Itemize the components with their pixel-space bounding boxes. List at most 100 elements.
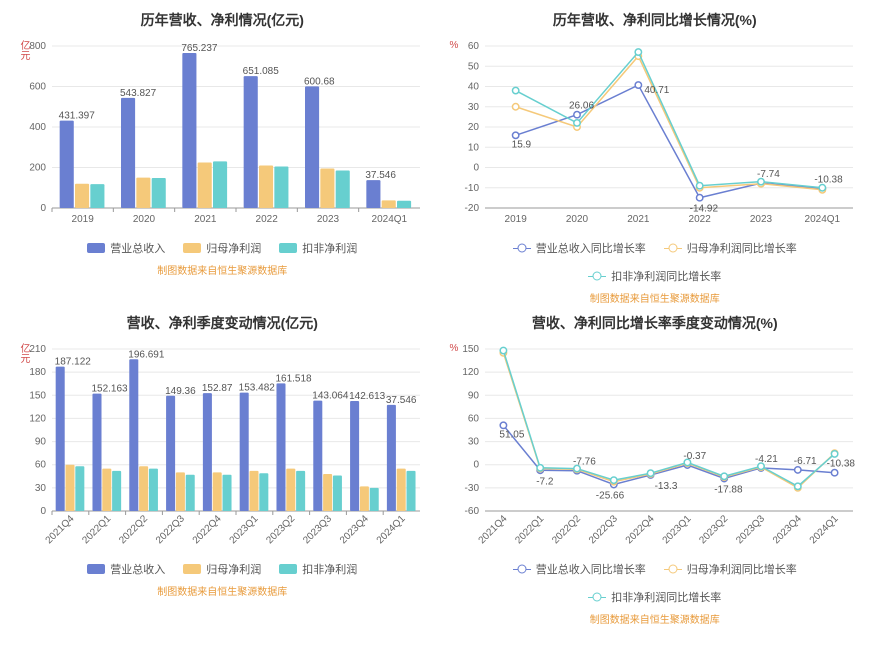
- svg-text:600: 600: [29, 82, 46, 93]
- svg-text:60: 60: [35, 460, 47, 471]
- legend-swatch: [279, 564, 297, 574]
- svg-text:150: 150: [462, 344, 479, 355]
- svg-text:2022: 2022: [256, 214, 279, 225]
- panel-title: 营收、净利季度变动情况(亿元): [10, 313, 435, 333]
- svg-text:2023Q3: 2023Q3: [301, 513, 334, 546]
- svg-text:142.613: 142.613: [349, 391, 386, 402]
- svg-text:15.9: 15.9: [511, 139, 531, 150]
- legend: 营业总收入同比增长率 归母净利润同比增长率扣非净利润同比增长率: [443, 561, 868, 605]
- legend-swatch: [664, 248, 682, 249]
- svg-text:150: 150: [29, 390, 46, 401]
- svg-text:40.71: 40.71: [644, 85, 669, 96]
- svg-text:2021Q4: 2021Q4: [44, 513, 77, 546]
- svg-text:2024Q1: 2024Q1: [375, 513, 408, 546]
- legend-swatch: [513, 248, 531, 249]
- footer-note: 制图数据来自恒生聚源数据库: [10, 262, 435, 277]
- svg-text:2022Q3: 2022Q3: [154, 513, 187, 546]
- svg-text:431.397: 431.397: [59, 111, 96, 122]
- svg-text:400: 400: [29, 122, 46, 133]
- panel-quarter-growth: 营收、净利同比增长率季度变动情况(%) % -60-30030609012015…: [443, 313, 868, 626]
- svg-text:2023: 2023: [317, 214, 340, 225]
- line-chart-quarter-growth: -60-30030609012015051.05-7.2-7.76-25.66-…: [443, 339, 863, 557]
- svg-text:0: 0: [473, 460, 479, 471]
- svg-text:-25.66: -25.66: [595, 491, 624, 502]
- svg-text:2022Q3: 2022Q3: [586, 513, 619, 546]
- legend-label: 营业总收入同比增长率: [536, 240, 646, 256]
- legend: 营业总收入 归母净利润 扣非净利润: [10, 240, 435, 256]
- svg-text:187.122: 187.122: [55, 357, 92, 368]
- svg-text:2024Q1: 2024Q1: [807, 513, 840, 546]
- svg-text:-17.88: -17.88: [714, 485, 743, 496]
- svg-text:51.05: 51.05: [499, 429, 524, 440]
- svg-text:765.237: 765.237: [181, 43, 218, 54]
- chart-wrap: % -20-10010203040506015.926.0640.71-14.9…: [443, 36, 868, 236]
- svg-text:0: 0: [40, 203, 46, 214]
- legend-item: 扣非净利润同比增长率: [588, 589, 721, 605]
- svg-text:90: 90: [35, 437, 47, 448]
- svg-text:37.546: 37.546: [365, 170, 396, 181]
- svg-text:2019: 2019: [504, 214, 527, 225]
- legend-label: 归母净利润: [206, 561, 261, 577]
- svg-text:2023Q1: 2023Q1: [660, 513, 693, 546]
- svg-text:2019: 2019: [72, 214, 95, 225]
- svg-text:37.546: 37.546: [386, 395, 417, 406]
- legend-swatch: [513, 569, 531, 570]
- svg-text:2023Q2: 2023Q2: [264, 513, 297, 546]
- legend-item: 归母净利润同比增长率: [664, 561, 797, 577]
- svg-text:0: 0: [40, 506, 46, 517]
- svg-text:2023Q1: 2023Q1: [228, 513, 261, 546]
- legend: 营业总收入 归母净利润 扣非净利润: [10, 561, 435, 577]
- legend-swatch: [664, 569, 682, 570]
- chart-wrap: % -60-30030609012015051.05-7.2-7.76-25.6…: [443, 339, 868, 557]
- legend-swatch: [183, 564, 201, 574]
- legend: 营业总收入同比增长率归母净利润同比增长率扣非净利润同比增长率: [443, 240, 868, 284]
- legend-label: 营业总收入: [110, 561, 165, 577]
- svg-text:26.06: 26.06: [569, 101, 594, 112]
- svg-text:-60: -60: [464, 506, 479, 517]
- svg-text:2023: 2023: [749, 214, 772, 225]
- svg-text:10: 10: [467, 142, 479, 153]
- legend-item: 扣非净利润: [279, 240, 357, 256]
- legend-swatch: [87, 243, 105, 253]
- y-unit-label: %: [449, 40, 460, 51]
- svg-text:2022Q2: 2022Q2: [550, 513, 583, 546]
- svg-text:-13.3: -13.3: [654, 481, 677, 492]
- legend-label: 扣非净利润: [302, 561, 357, 577]
- panel-quarter-revenue-net: 营收、净利季度变动情况(亿元) 亿元 030609012015018021018…: [10, 313, 435, 626]
- svg-text:800: 800: [29, 41, 46, 52]
- svg-text:161.518: 161.518: [275, 373, 312, 384]
- svg-text:2023Q3: 2023Q3: [734, 513, 767, 546]
- svg-text:2020: 2020: [133, 214, 156, 225]
- svg-text:2024Q1: 2024Q1: [804, 214, 840, 225]
- svg-text:2024Q1: 2024Q1: [372, 214, 408, 225]
- legend-swatch: [279, 243, 297, 253]
- legend-label: 扣非净利润同比增长率: [611, 589, 721, 605]
- legend-label: 营业总收入: [110, 240, 165, 256]
- legend-item: 扣非净利润同比增长率: [588, 268, 721, 284]
- svg-text:50: 50: [467, 61, 479, 72]
- legend-item: 归母净利润: [183, 240, 261, 256]
- panel-annual-growth: 历年营收、净利同比增长情况(%) % -20-10010203040506015…: [443, 10, 868, 305]
- svg-text:-10: -10: [464, 183, 479, 194]
- legend-swatch: [588, 276, 606, 277]
- panel-title: 历年营收、净利同比增长情况(%): [443, 10, 868, 30]
- legend-item: 归母净利润: [183, 561, 261, 577]
- legend-label: 归母净利润同比增长率: [687, 561, 797, 577]
- svg-text:200: 200: [29, 163, 46, 174]
- svg-text:2022Q2: 2022Q2: [117, 513, 150, 546]
- legend-item: 营业总收入同比增长率: [513, 561, 646, 577]
- legend-label: 扣非净利润: [302, 240, 357, 256]
- svg-text:30: 30: [467, 102, 479, 113]
- svg-text:-4.21: -4.21: [755, 454, 778, 465]
- svg-text:-6.71: -6.71: [793, 456, 816, 467]
- svg-text:2023Q4: 2023Q4: [770, 513, 803, 546]
- legend-item: 营业总收入: [87, 240, 165, 256]
- svg-text:149.36: 149.36: [165, 386, 196, 397]
- panel-title: 营收、净利同比增长率季度变动情况(%): [443, 313, 868, 333]
- svg-text:152.87: 152.87: [202, 383, 233, 394]
- svg-text:143.064: 143.064: [312, 391, 349, 402]
- svg-text:-20: -20: [464, 203, 479, 214]
- svg-text:-0.37: -0.37: [683, 451, 706, 462]
- y-unit-label: %: [449, 343, 460, 354]
- svg-text:-10.38: -10.38: [814, 175, 843, 186]
